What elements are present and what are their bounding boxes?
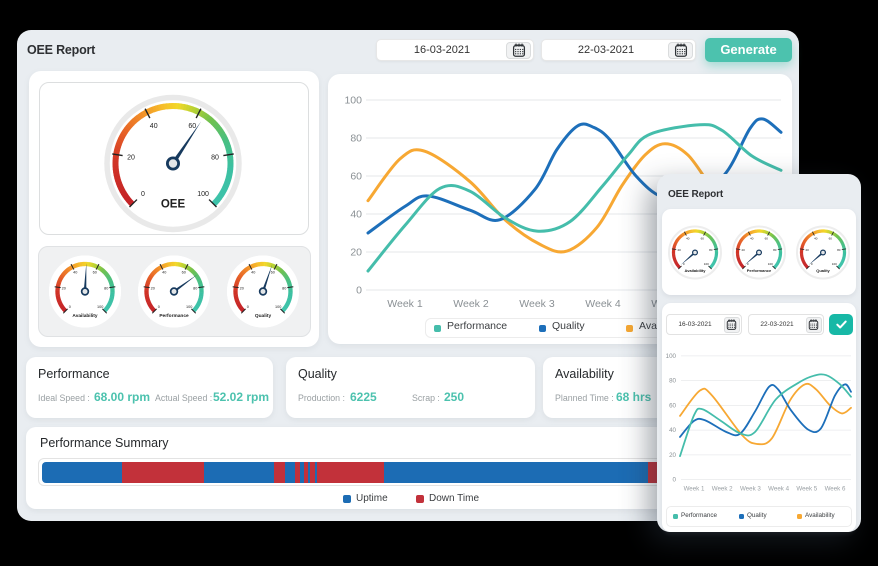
svg-text:100: 100	[197, 191, 209, 198]
svg-text:80: 80	[837, 248, 841, 252]
svg-text:40: 40	[686, 236, 690, 240]
svg-text:20: 20	[127, 154, 135, 161]
svg-text:100: 100	[666, 353, 677, 360]
svg-text:80: 80	[104, 286, 108, 290]
svg-text:20: 20	[678, 248, 682, 252]
svg-text:60: 60	[271, 271, 275, 275]
svg-text:Week 3: Week 3	[519, 298, 555, 310]
svg-text:0: 0	[247, 305, 249, 309]
svg-text:40: 40	[750, 236, 754, 240]
svg-text:40: 40	[150, 123, 158, 130]
svg-text:20: 20	[151, 286, 155, 290]
svg-text:Week 6: Week 6	[825, 486, 846, 493]
svg-text:Performance: Performance	[159, 313, 189, 319]
svg-text:Quality: Quality	[816, 268, 830, 273]
svg-text:Week 1: Week 1	[684, 486, 705, 493]
svg-text:20: 20	[669, 452, 676, 459]
svg-text:0: 0	[141, 191, 145, 198]
svg-text:60: 60	[93, 271, 97, 275]
svg-text:80: 80	[350, 133, 362, 145]
svg-text:80: 80	[282, 286, 286, 290]
svg-text:80: 80	[709, 248, 713, 252]
svg-text:20: 20	[62, 286, 66, 290]
svg-text:100: 100	[768, 262, 773, 266]
svg-text:Availability: Availability	[685, 268, 707, 273]
svg-text:60: 60	[701, 236, 705, 240]
svg-text:40: 40	[814, 236, 818, 240]
svg-text:60: 60	[669, 402, 676, 409]
svg-text:0: 0	[158, 305, 160, 309]
svg-text:0: 0	[69, 305, 71, 309]
svg-text:60: 60	[182, 271, 186, 275]
svg-text:OEE: OEE	[161, 199, 186, 211]
svg-text:100: 100	[275, 305, 281, 309]
svg-text:Week 1: Week 1	[387, 298, 423, 310]
svg-text:Quality: Quality	[255, 313, 272, 319]
svg-text:0: 0	[747, 262, 749, 266]
svg-text:Week 5: Week 5	[796, 486, 817, 493]
svg-text:0: 0	[673, 477, 677, 484]
svg-text:0: 0	[356, 285, 362, 297]
svg-text:20: 20	[240, 286, 244, 290]
svg-text:0: 0	[811, 262, 813, 266]
svg-text:Week 2: Week 2	[453, 298, 489, 310]
svg-text:100: 100	[344, 95, 362, 107]
svg-text:100: 100	[704, 262, 709, 266]
svg-text:Week 2: Week 2	[712, 486, 733, 493]
svg-text:Week 4: Week 4	[585, 298, 621, 310]
svg-text:60: 60	[188, 123, 196, 130]
svg-text:20: 20	[742, 248, 746, 252]
svg-text:40: 40	[162, 271, 166, 275]
svg-text:100: 100	[832, 262, 837, 266]
svg-text:40: 40	[73, 271, 77, 275]
svg-text:60: 60	[829, 236, 833, 240]
svg-text:Week 3: Week 3	[740, 486, 761, 493]
svg-text:0: 0	[683, 262, 685, 266]
svg-text:80: 80	[193, 286, 197, 290]
svg-text:80: 80	[773, 248, 777, 252]
svg-text:60: 60	[765, 236, 769, 240]
svg-text:80: 80	[211, 154, 219, 161]
svg-text:Performance: Performance	[747, 268, 772, 273]
svg-text:80: 80	[669, 378, 676, 385]
svg-text:60: 60	[350, 171, 362, 183]
svg-text:40: 40	[251, 271, 255, 275]
svg-text:20: 20	[350, 247, 362, 259]
svg-text:100: 100	[186, 305, 192, 309]
svg-text:40: 40	[350, 209, 362, 221]
svg-text:40: 40	[669, 427, 676, 434]
svg-text:Availability: Availability	[72, 313, 97, 319]
svg-text:Week 4: Week 4	[768, 486, 789, 493]
svg-text:100: 100	[97, 305, 103, 309]
svg-text:20: 20	[806, 248, 810, 252]
